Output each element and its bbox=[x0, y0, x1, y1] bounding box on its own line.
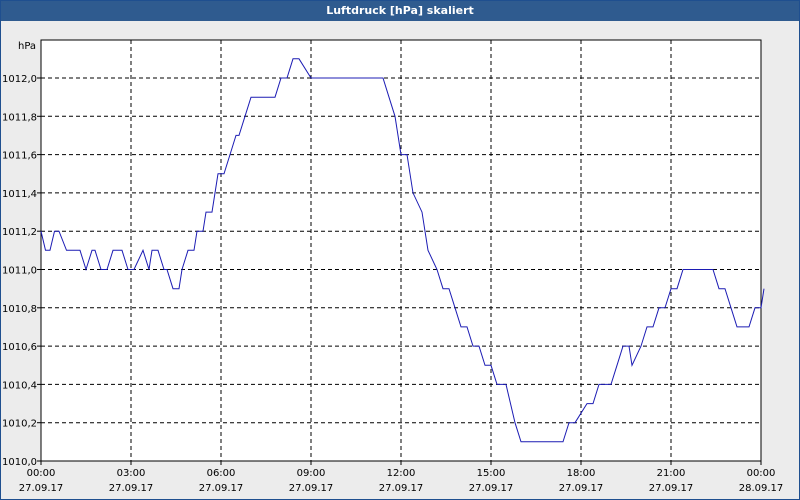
x-tick-time-label: 18:00 bbox=[567, 468, 596, 479]
x-tick-date-label: 27.09.17 bbox=[19, 483, 64, 494]
y-tick-label: 1011,6 bbox=[2, 151, 37, 162]
x-tick-date-label: 27.09.17 bbox=[109, 483, 154, 494]
x-tick-time-label: 15:00 bbox=[477, 468, 506, 479]
x-tick-date-label: 27.09.17 bbox=[469, 483, 514, 494]
y-tick-label: 1010,2 bbox=[2, 419, 37, 430]
x-axis-ticks: 00:00 27.09.17 03:00 27.09.17 06:00 27.09.17 0… bbox=[19, 461, 784, 494]
x-tick-time-label: 21:00 bbox=[657, 468, 686, 479]
grid-lines bbox=[41, 40, 761, 461]
x-tick-date-label: 27.09.17 bbox=[289, 483, 334, 494]
x-tick-date-label: 27.09.17 bbox=[649, 483, 694, 494]
y-tick-label: 1010,8 bbox=[2, 304, 37, 315]
y-tick-label: 1010,0 bbox=[2, 457, 37, 468]
y-tick-label: 1012,0 bbox=[2, 74, 37, 85]
x-tick-date-label: 28.09.17 bbox=[739, 483, 784, 494]
x-tick-time-label: 06:00 bbox=[207, 468, 236, 479]
y-tick-label: 1011,4 bbox=[2, 189, 37, 200]
x-tick-date-label: 27.09.17 bbox=[379, 483, 424, 494]
x-tick-time-label: 12:00 bbox=[387, 468, 416, 479]
chart-title: Luftdruck [hPa] skaliert bbox=[1, 1, 799, 21]
x-tick-time-label: 00:00 bbox=[747, 468, 776, 479]
x-tick-time-label: 09:00 bbox=[297, 468, 326, 479]
y-tick-label: 1010,6 bbox=[2, 342, 37, 353]
y-tick-label: 1011,0 bbox=[2, 266, 37, 277]
y-tick-label: 1010,4 bbox=[2, 380, 37, 391]
y-tick-label: 1011,8 bbox=[2, 112, 37, 123]
series-line bbox=[40, 58, 765, 443]
x-tick-time-label: 03:00 bbox=[117, 468, 146, 479]
y-axis-ticks: 1010,0 1010,2 1010,4 1010,6 1010,8 1011,0 1011… bbox=[2, 74, 41, 468]
x-tick-date-label: 27.09.17 bbox=[559, 483, 604, 494]
y-tick-label: 1011,2 bbox=[2, 227, 37, 238]
x-tick-time-label: 00:00 bbox=[27, 468, 56, 479]
y-axis-unit-label: hPa bbox=[18, 41, 36, 52]
x-tick-date-label: 27.09.17 bbox=[199, 483, 244, 494]
